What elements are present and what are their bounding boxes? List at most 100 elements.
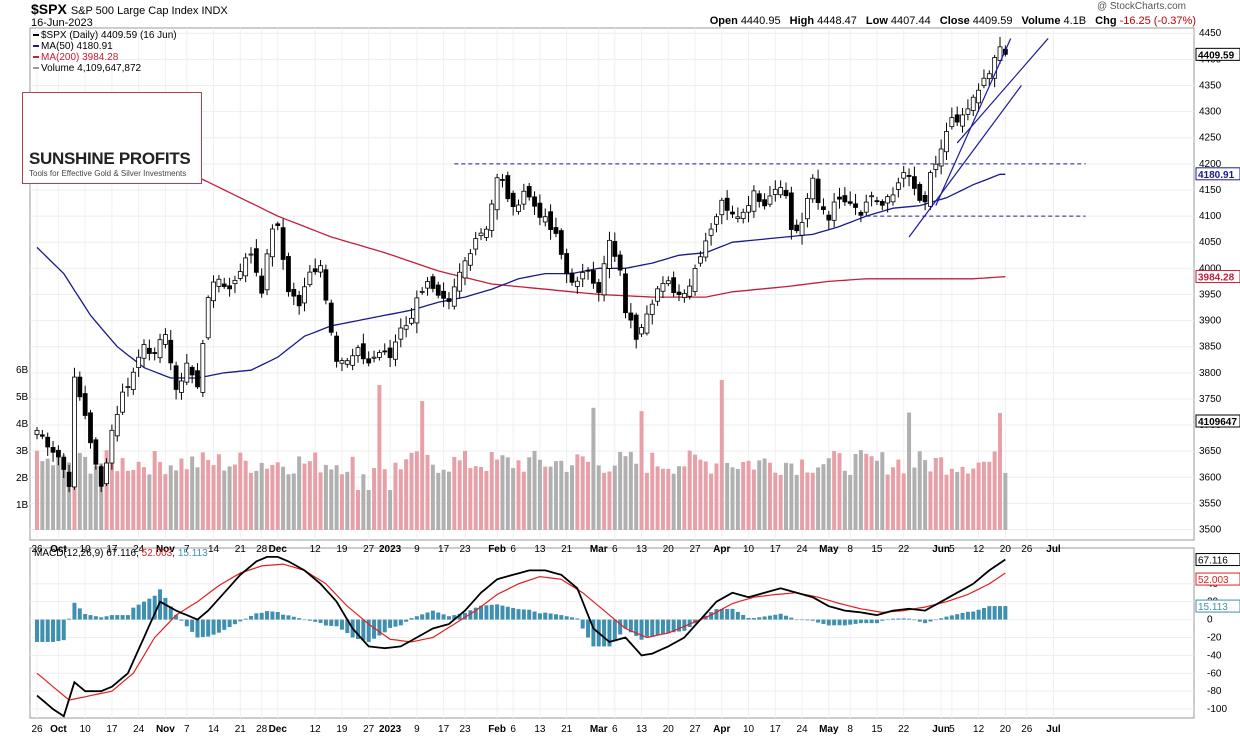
candle-body xyxy=(569,272,575,283)
volume-bar xyxy=(495,459,500,530)
volume-bar xyxy=(45,458,50,530)
volume-bar xyxy=(350,456,355,530)
volume-bar xyxy=(88,473,93,530)
candle-body xyxy=(574,280,580,287)
volume-bar xyxy=(596,465,601,530)
x-tick-label: 24 xyxy=(133,724,145,735)
macd-histogram-bar xyxy=(965,611,970,620)
macd-histogram-bar xyxy=(125,615,130,620)
volume-bar xyxy=(195,467,200,530)
candle-body xyxy=(821,206,826,210)
volume-bar xyxy=(960,466,965,530)
candle-body xyxy=(890,194,896,203)
candle-body xyxy=(339,360,345,364)
macd-histogram-bar xyxy=(998,606,1002,620)
macd-histogram-bar xyxy=(179,619,184,621)
candle-body xyxy=(986,73,992,80)
macd-histogram-bar xyxy=(40,619,45,642)
macd-tag-box xyxy=(1195,553,1240,567)
close-value: 4409.59 xyxy=(972,15,1013,27)
candle-body xyxy=(740,211,746,219)
macd-panel-frame xyxy=(29,547,1195,719)
candle-body xyxy=(762,199,767,207)
price-tick-label: 4000 xyxy=(1199,263,1222,274)
macd-histogram-bar xyxy=(928,619,933,622)
x-tick-label: 12 xyxy=(973,724,985,735)
macd-histogram-bar xyxy=(473,607,478,620)
candle-body xyxy=(366,358,372,364)
macd-histogram-bar xyxy=(206,619,211,637)
candle-body xyxy=(286,256,291,293)
volume-bar xyxy=(393,462,398,530)
volume-bar xyxy=(789,463,794,530)
volume-bar xyxy=(142,467,146,530)
x-tick-label: 21 xyxy=(561,544,573,555)
candle-body xyxy=(478,232,484,237)
price-panel-frame xyxy=(29,27,1195,541)
volume-bar xyxy=(147,474,152,530)
candle-body xyxy=(591,270,596,284)
volume-bar xyxy=(762,458,767,530)
volume-bar xyxy=(51,465,56,530)
volume-bar xyxy=(388,490,393,530)
volume-bars xyxy=(35,380,1008,530)
macd-histogram-bar xyxy=(495,604,500,620)
volume-bar xyxy=(992,451,997,530)
volume-bar xyxy=(227,466,232,530)
macd-histogram-bar xyxy=(623,619,628,629)
x-tick-label: 13 xyxy=(636,724,648,735)
macd-histogram-bar xyxy=(323,619,328,626)
candle-body xyxy=(93,439,99,465)
macd-histogram-bar xyxy=(634,619,639,636)
volume-bar xyxy=(436,472,441,530)
volume-bar xyxy=(628,451,633,530)
candle-body xyxy=(334,335,340,362)
volume-bar xyxy=(666,468,671,530)
x-tick-label: Jun xyxy=(932,544,950,555)
volume-bar xyxy=(521,471,526,530)
volume-bar xyxy=(580,456,585,530)
logo-tagline: Tools for Effective Gold & Silver Invest… xyxy=(29,169,187,178)
macd-histogram-bar xyxy=(414,616,419,620)
macd-tick-label: -100 xyxy=(1207,704,1227,715)
volume-bar xyxy=(206,460,211,530)
volume-bar xyxy=(869,456,874,530)
macd-histogram-bar xyxy=(409,618,414,620)
ohlc-summary: Open 4440.95 High 4448.47 Low 4407.44 Close… xyxy=(704,15,1196,27)
candle-body xyxy=(997,46,1003,61)
macd-histogram-bar xyxy=(168,606,173,620)
macd-histogram-bar xyxy=(484,605,489,620)
candle-body xyxy=(906,175,912,177)
candle-body xyxy=(655,288,660,302)
candle-body xyxy=(441,290,447,299)
macd-histogram-bar xyxy=(751,618,756,620)
price-legend: $SPX (Daily) 4409.59 (16 Jun) MA(50) 418… xyxy=(33,30,177,74)
x-tick-label: 19 xyxy=(336,544,348,555)
candle-body xyxy=(660,283,666,292)
macd-histogram-bar xyxy=(666,619,671,633)
macd-histogram-bar xyxy=(511,607,516,620)
volume-bar xyxy=(553,461,558,530)
volume-bar xyxy=(463,450,467,530)
macd-histogram-bar xyxy=(891,618,895,620)
volume-bar xyxy=(270,464,275,530)
candle-body xyxy=(687,285,693,297)
candle-body xyxy=(698,256,703,264)
x-tick-label: 2023 xyxy=(379,544,402,555)
macd-histogram-bar xyxy=(719,608,724,620)
candle-body xyxy=(45,436,51,448)
candle-body xyxy=(467,253,473,266)
x-tick-label: 27 xyxy=(689,724,701,735)
volume-bar xyxy=(891,467,895,530)
macd-histogram-bar xyxy=(377,619,382,636)
volume-bar xyxy=(329,469,334,530)
price-tick-label: 3800 xyxy=(1199,368,1222,379)
macd-histogram-bar xyxy=(570,617,574,620)
volume-bar xyxy=(623,456,628,530)
macd-histogram-bar xyxy=(388,619,393,628)
legend-ma50-text: MA(50) 4180.91 xyxy=(41,41,113,52)
volume-bar xyxy=(853,453,858,530)
x-tick-label: 28 xyxy=(256,544,268,555)
value-tags: 4409.59 4180.91 3984.28 4109647 67.116 52.003… xyxy=(1195,47,1240,613)
x-tick-label: 6 xyxy=(510,544,516,555)
